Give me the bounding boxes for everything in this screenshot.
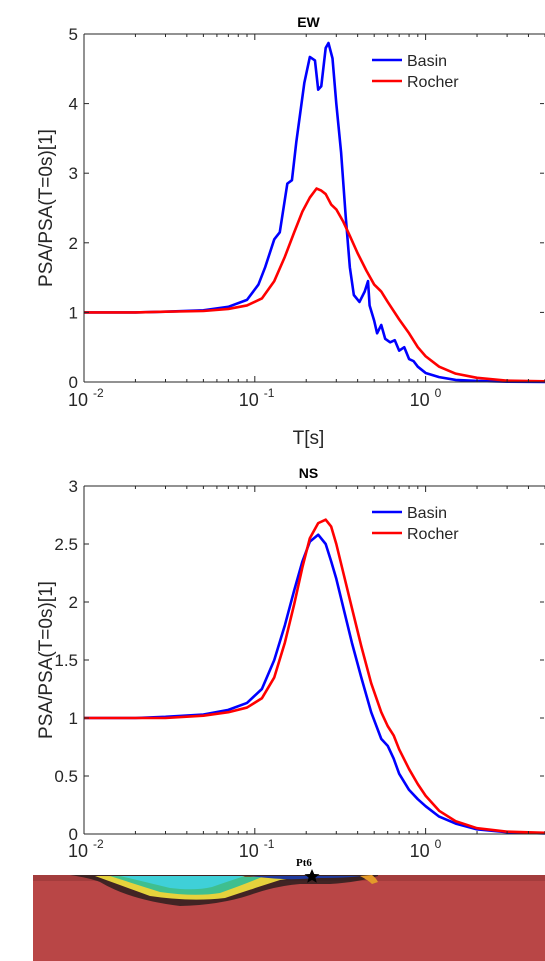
series-line-rocher — [84, 518, 545, 835]
station-label: Pt6 — [296, 857, 312, 869]
y-tick-label: 3 — [69, 164, 78, 183]
chart-title: EW — [297, 14, 320, 30]
y-tick-label: 1.5 — [54, 651, 78, 670]
basin-map-strip: Pt6 — [33, 857, 545, 961]
legend-label-basin: Basin — [407, 505, 447, 522]
series-line-rocher — [84, 187, 545, 383]
chart-title: NS — [299, 465, 318, 481]
x-tick-exponent: 0 — [435, 837, 442, 851]
x-tick-label: 10 — [239, 841, 259, 861]
y-axis-label: PSA/PSA(T=0s)[1] — [36, 581, 57, 739]
station-star-icon — [304, 869, 320, 883]
basin-cyan — [120, 876, 245, 890]
y-tick-label: 0 — [69, 825, 78, 844]
basin-shape — [70, 875, 378, 906]
x-tick-exponent: -1 — [264, 386, 275, 400]
x-tick-exponent: 0 — [435, 386, 442, 400]
x-tick-label: 10 — [68, 390, 88, 410]
x-tick-label: 10 — [239, 390, 259, 410]
series-line-basin — [84, 41, 545, 384]
y-tick-label: 1 — [69, 303, 78, 322]
legend-label-rocher: Rocher — [407, 526, 459, 543]
y-axis-label: PSA/PSA(T=0s)[1] — [36, 129, 57, 287]
y-tick-label: 1 — [69, 709, 78, 728]
series-line-basin — [84, 533, 545, 835]
y-tick-label: 0.5 — [54, 767, 78, 786]
legend-label-rocher: Rocher — [407, 74, 459, 91]
x-tick-exponent: -2 — [93, 837, 104, 851]
x-tick-exponent: -2 — [93, 386, 104, 400]
chart-ns: 00.511.522.5310-210-1100NST[s]PSA/PSA(T=… — [36, 465, 545, 901]
plot-area — [84, 486, 545, 834]
y-tick-label: 2 — [69, 593, 78, 612]
y-tick-label: 2 — [69, 234, 78, 253]
y-tick-label: 4 — [69, 95, 78, 114]
y-tick-label: 3 — [69, 477, 78, 496]
x-tick-exponent: -1 — [264, 837, 275, 851]
y-tick-label: 5 — [69, 25, 78, 44]
plot-area — [84, 34, 545, 382]
x-tick-label: 10 — [68, 841, 88, 861]
y-tick-label: 2.5 — [54, 535, 78, 554]
x-tick-label: 10 — [410, 841, 430, 861]
x-tick-label: 10 — [410, 390, 430, 410]
strip-ground — [33, 875, 545, 961]
basin-blue — [250, 876, 362, 880]
basin-orange-right — [360, 875, 378, 884]
x-axis-label: T[s] — [293, 428, 325, 449]
legend-label-basin: Basin — [407, 53, 447, 70]
y-tick-label: 0 — [69, 373, 78, 392]
